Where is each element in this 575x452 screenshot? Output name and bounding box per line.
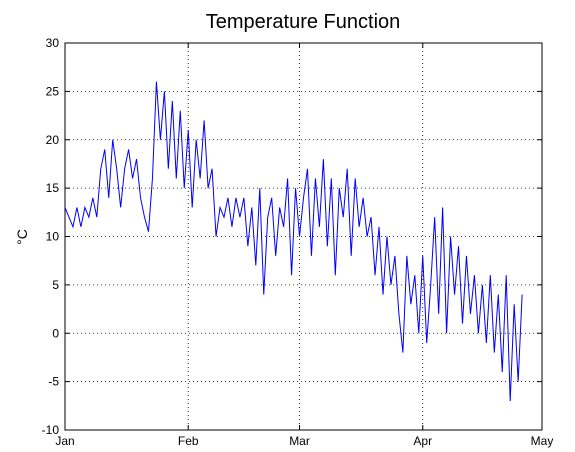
y-axis-label: °C	[14, 229, 30, 245]
x-tick-label: Feb	[178, 434, 199, 448]
x-tick-label: Mar	[289, 434, 310, 448]
y-tick-label: 10	[46, 230, 60, 244]
y-tick-label: -10	[42, 423, 60, 437]
chart-title: Temperature Function	[206, 11, 401, 33]
y-tick-label: 25	[46, 84, 60, 98]
y-tick-label: 0	[52, 326, 59, 340]
y-tick-label: 20	[46, 133, 60, 147]
data-line	[64, 81, 523, 401]
y-tick-label: 15	[46, 181, 60, 195]
y-tick-label: 30	[46, 36, 60, 50]
plot-frame	[64, 42, 543, 431]
x-tick-label: May	[531, 434, 554, 448]
y-tick-label: -5	[48, 375, 59, 389]
x-tick-label: Apr	[413, 434, 432, 448]
x-tick-label: Jan	[55, 434, 74, 448]
y-tick-label: 5	[52, 278, 59, 292]
